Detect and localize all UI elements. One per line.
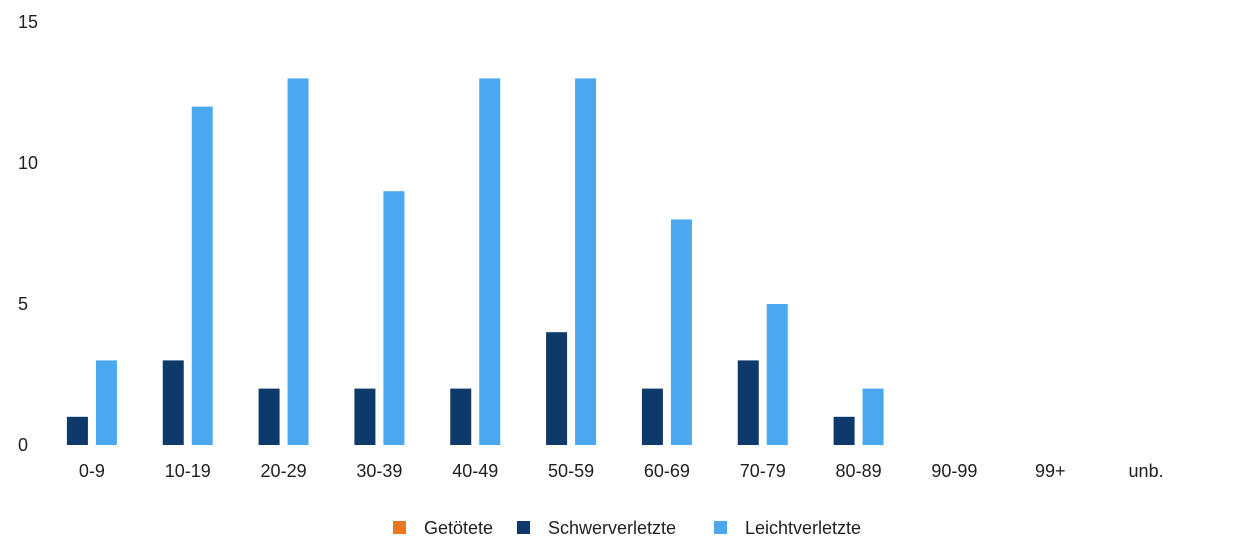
bar-schwerverletzte-80-89 xyxy=(833,416,855,445)
x-tick-label: 80-89 xyxy=(836,461,882,481)
bar-schwerverletzte-40-49 xyxy=(450,388,472,445)
legend-label-leichtverletzte: Leichtverletzte xyxy=(745,518,861,538)
bar-schwerverletzte-50-59 xyxy=(546,332,568,445)
x-tick-label: unb. xyxy=(1129,461,1164,481)
bar-leichtverletzte-70-79 xyxy=(766,304,788,445)
bar-leichtverletzte-80-89 xyxy=(862,388,884,445)
x-tick-label: 20-29 xyxy=(261,461,307,481)
legend-swatch-schwerverletzte xyxy=(517,521,530,534)
x-tick-label: 30-39 xyxy=(356,461,402,481)
bar-schwerverletzte-30-39 xyxy=(354,388,376,445)
bar-schwerverletzte-10-19 xyxy=(162,360,184,445)
bar-leichtverletzte-0-9 xyxy=(95,360,117,445)
bar-leichtverletzte-20-29 xyxy=(287,78,309,446)
legend-swatch-getötete xyxy=(393,521,406,534)
bar-schwerverletzte-60-69 xyxy=(641,388,663,445)
y-tick-label: 5 xyxy=(18,294,28,314)
legend: Getötete Schwerverletzte Leichtverletzte xyxy=(393,518,861,538)
bar-leichtverletzte-60-69 xyxy=(670,219,692,445)
legend-label-getötete: Getötete xyxy=(424,518,493,538)
y-axis: 0 5 10 15 xyxy=(18,12,38,455)
x-tick-label: 50-59 xyxy=(548,461,594,481)
bar-leichtverletzte-50-59 xyxy=(575,78,597,446)
x-tick-label: 90-99 xyxy=(931,461,977,481)
x-tick-label: 99+ xyxy=(1035,461,1066,481)
bar-leichtverletzte-30-39 xyxy=(383,191,405,445)
bar-leichtverletzte-40-49 xyxy=(479,78,501,446)
y-tick-label: 10 xyxy=(18,153,38,173)
legend-label-schwerverletzte: Schwerverletzte xyxy=(548,518,676,538)
y-tick-label: 15 xyxy=(18,12,38,32)
y-tick-label: 0 xyxy=(18,435,28,455)
x-tick-label: 70-79 xyxy=(740,461,786,481)
x-tick-label: 60-69 xyxy=(644,461,690,481)
bars-group xyxy=(66,78,884,446)
bar-schwerverletzte-0-9 xyxy=(66,416,88,445)
x-axis: 0-9 10-19 20-29 30-39 40-49 50-59 60-69 70-79 80… xyxy=(79,461,1164,481)
x-tick-label: 10-19 xyxy=(165,461,211,481)
bar-schwerverletzte-20-29 xyxy=(258,388,280,445)
bar-leichtverletzte-10-19 xyxy=(191,106,213,445)
x-tick-label: 0-9 xyxy=(79,461,105,481)
bar-schwerverletzte-70-79 xyxy=(737,360,759,445)
legend-swatch-leichtverletzte xyxy=(714,521,727,534)
x-tick-label: 40-49 xyxy=(452,461,498,481)
